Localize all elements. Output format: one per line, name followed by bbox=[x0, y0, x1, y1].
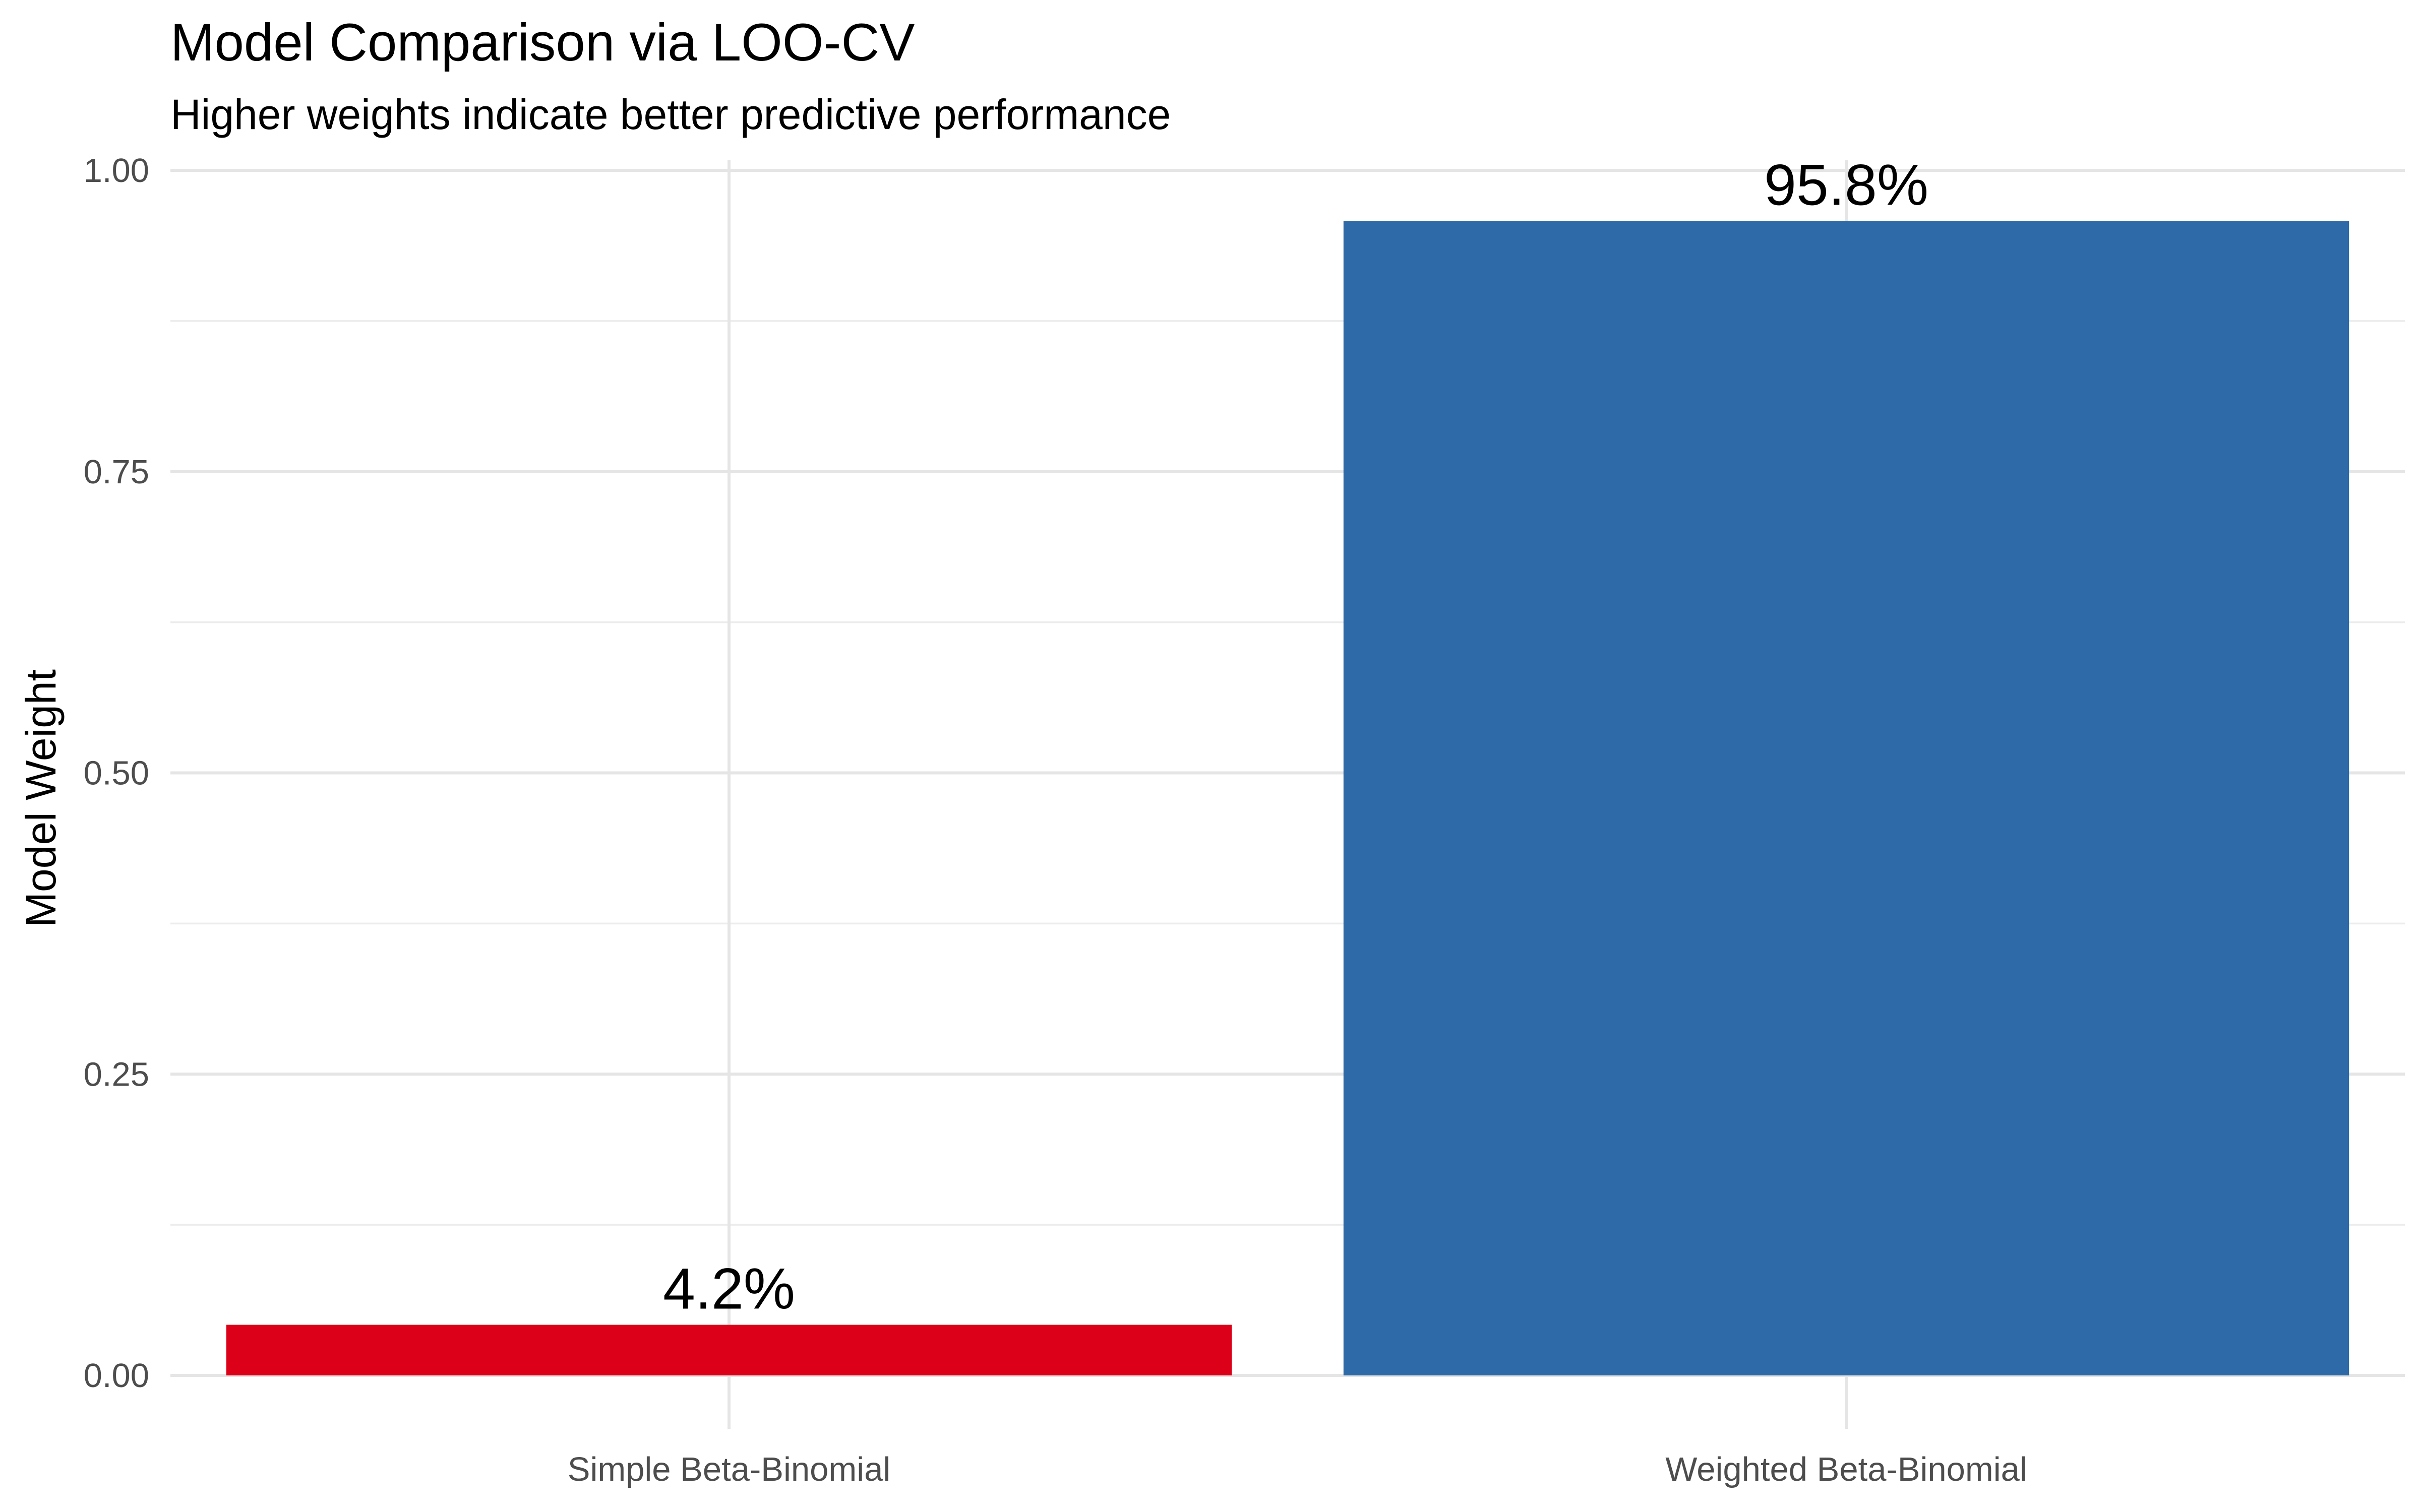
y-axis-ticks: 0.00 0.25 0.50 0.75 1.00 bbox=[84, 152, 149, 1395]
data-labels: 4.2% 95.8% bbox=[663, 153, 1928, 1321]
bars bbox=[226, 221, 2349, 1376]
x-tick-label: Simple Beta-Binomial bbox=[568, 1451, 891, 1488]
y-tick-label: 1.00 bbox=[84, 152, 149, 190]
bar bbox=[1343, 221, 2349, 1376]
chart-title: Model Comparison via LOO-CV bbox=[170, 13, 915, 72]
y-tick-label: 0.00 bbox=[84, 1357, 149, 1395]
y-tick-label: 0.25 bbox=[84, 1055, 149, 1093]
bar-value-label: 4.2% bbox=[663, 1257, 795, 1321]
x-axis-ticks: Simple Beta-Binomial Weighted Beta-Binomi… bbox=[568, 1451, 2027, 1488]
x-tick-label: Weighted Beta-Binomial bbox=[1665, 1451, 2027, 1488]
chart-subtitle: Higher weights indicate better predictiv… bbox=[170, 91, 1171, 138]
bar-value-label: 95.8% bbox=[1764, 153, 1928, 217]
y-tick-label: 0.50 bbox=[84, 754, 149, 792]
y-axis-title: Model Weight bbox=[17, 669, 65, 927]
y-tick-label: 0.75 bbox=[84, 453, 149, 491]
bar bbox=[226, 1325, 1232, 1375]
